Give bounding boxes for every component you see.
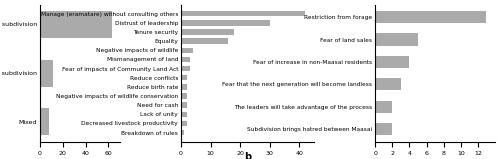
Bar — [375, 78, 401, 90]
Bar — [181, 130, 184, 135]
Bar — [181, 11, 305, 17]
Bar — [375, 56, 410, 68]
Bar — [181, 93, 187, 99]
Bar — [40, 11, 112, 38]
Bar — [375, 101, 392, 113]
Bar — [181, 48, 193, 53]
Bar — [181, 84, 187, 90]
Bar — [181, 102, 187, 108]
Bar — [375, 123, 392, 135]
Bar — [375, 11, 486, 23]
Bar — [40, 60, 52, 86]
Bar — [181, 121, 187, 126]
Text: c: c — [432, 158, 438, 159]
Bar — [181, 20, 270, 26]
Bar — [181, 57, 190, 62]
Bar — [181, 29, 234, 35]
Text: b: b — [244, 152, 251, 159]
Bar — [375, 33, 418, 46]
Bar — [181, 38, 228, 44]
Bar — [181, 66, 190, 71]
Bar — [181, 111, 187, 117]
Bar — [40, 108, 49, 135]
Bar — [181, 75, 187, 80]
